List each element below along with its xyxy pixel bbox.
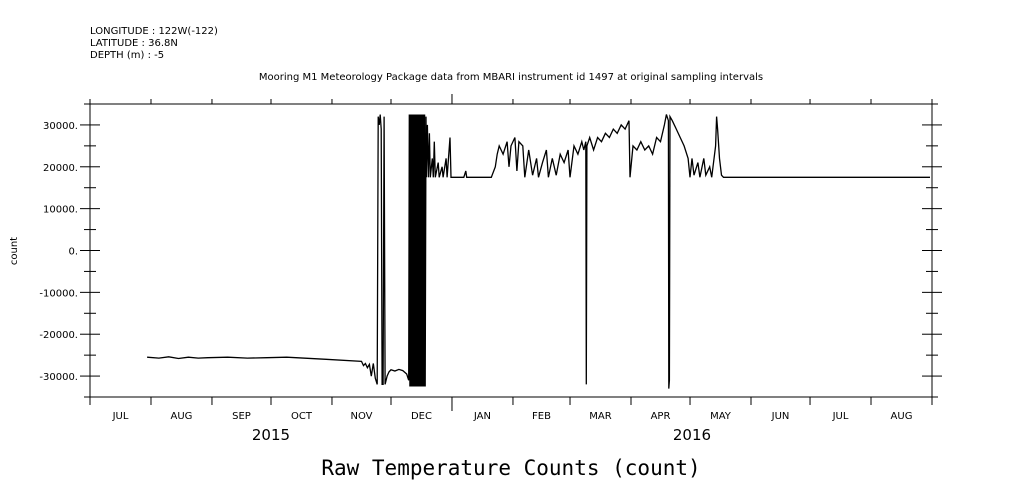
- x-tick-label: MAR: [589, 411, 611, 422]
- x-tick-label: OCT: [291, 411, 313, 422]
- y-tick-label: -20000.: [39, 330, 78, 341]
- depth-label: DEPTH (m) : -5: [90, 50, 164, 61]
- year-label: 2015: [252, 426, 290, 444]
- x-tick-label: APR: [651, 411, 671, 422]
- y-tick-label: 30000.: [43, 121, 78, 132]
- y-tick-label: -10000.: [39, 288, 78, 299]
- year-label: 2016: [673, 426, 711, 444]
- x-tick-label: DEC: [411, 411, 432, 422]
- x-tick-label: AUG: [891, 411, 913, 422]
- y-tick-label: 20000.: [43, 163, 78, 174]
- y-axis-label: count: [9, 237, 20, 265]
- x-tick-label: MAY: [710, 411, 732, 422]
- x-tick-label: FEB: [532, 411, 551, 422]
- y-tick-label: 0.: [68, 247, 78, 258]
- y-tick-label: -30000.: [39, 372, 78, 383]
- axes: 30000. 20000. 10000. 0. -10000. -20000. -30000…: [39, 94, 942, 444]
- chart-title: Mooring M1 Meteorology Package data from…: [259, 72, 763, 83]
- x-tick-label: JUN: [771, 411, 790, 422]
- x-tick-label: JUL: [832, 411, 849, 422]
- x-tick-label: AUG: [171, 411, 193, 422]
- longitude-label: LONGITUDE : 122W(-122): [90, 26, 218, 37]
- series-line: [147, 114, 930, 389]
- x-axis-title: Raw Temperature Counts (count): [321, 456, 700, 480]
- x-tick-label: NOV: [350, 411, 372, 422]
- y-tick-label: 10000.: [43, 205, 78, 216]
- x-tick-label: JUL: [112, 411, 129, 422]
- latitude-label: LATITUDE : 36.8N: [90, 38, 178, 49]
- x-tick-label: SEP: [232, 411, 251, 422]
- x-tick-label: JAN: [473, 411, 491, 422]
